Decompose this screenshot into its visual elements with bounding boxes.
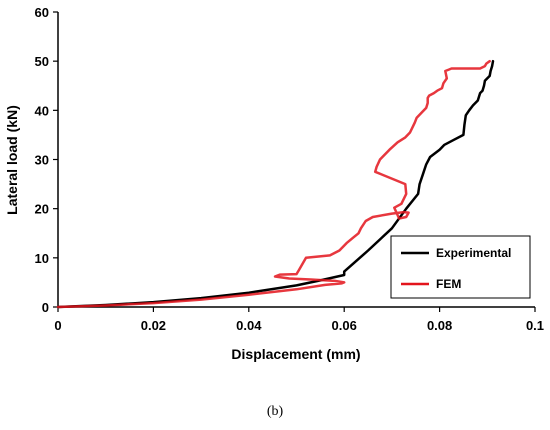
legend-label-fem: FEM — [436, 277, 461, 291]
x-tick-label: 0.06 — [332, 318, 357, 333]
series-line-experimental — [56, 59, 495, 309]
x-tick-label: 0.04 — [236, 318, 262, 333]
series-line-fem — [56, 59, 491, 309]
y-tick-label: 10 — [35, 251, 49, 266]
y-tick-label: 50 — [35, 54, 49, 69]
x-tick-label: 0.02 — [141, 318, 166, 333]
y-tick-label: 20 — [35, 202, 49, 217]
legend-label-experimental: Experimental — [436, 246, 511, 260]
legend: Experimental FEM — [390, 235, 531, 299]
y-axis-title: Lateral load (kN) — [4, 105, 20, 215]
figure-caption: (b) — [267, 404, 284, 419]
legend-box — [390, 235, 531, 299]
y-tick-label: 0 — [42, 300, 49, 315]
x-axis-title: Displacement (mm) — [231, 346, 360, 362]
x-tick-label: 0 — [54, 318, 61, 333]
x-tick-label: 0.08 — [427, 318, 452, 333]
axes: 0 0.02 0.04 0.06 0.08 0.1 0 10 20 30 40 50 60 — [35, 5, 545, 333]
y-tick-label: 60 — [35, 5, 49, 20]
series-layer — [56, 59, 495, 309]
x-tick-label: 0.1 — [526, 318, 544, 333]
y-tick-label: 40 — [35, 103, 49, 118]
y-tick-label: 30 — [35, 153, 49, 168]
